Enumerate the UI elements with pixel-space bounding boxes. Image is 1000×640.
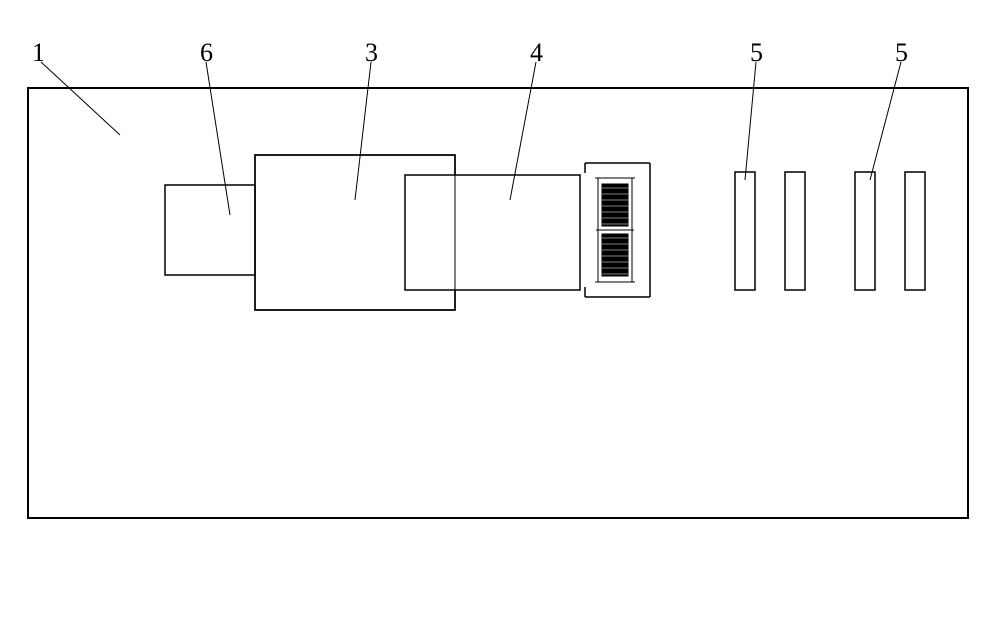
callout-label-1: 1 bbox=[32, 38, 45, 68]
hatched-block-0 bbox=[602, 184, 628, 226]
leader-1 bbox=[41, 62, 120, 135]
outer-frame bbox=[28, 88, 968, 518]
callout-label-5a: 5 bbox=[750, 38, 763, 68]
box-4 bbox=[405, 175, 580, 290]
slot-3 bbox=[905, 172, 925, 290]
diagram-canvas bbox=[0, 0, 1000, 640]
callout-label-4: 4 bbox=[530, 38, 543, 68]
callout-label-3: 3 bbox=[365, 38, 378, 68]
box-6 bbox=[165, 185, 255, 275]
slot-0 bbox=[735, 172, 755, 290]
leader-5a bbox=[745, 62, 756, 180]
callout-label-6: 6 bbox=[200, 38, 213, 68]
leader-5b bbox=[870, 62, 901, 180]
slot-2 bbox=[855, 172, 875, 290]
callout-label-5b: 5 bbox=[895, 38, 908, 68]
slot-1 bbox=[785, 172, 805, 290]
hatched-block-1 bbox=[602, 234, 628, 276]
